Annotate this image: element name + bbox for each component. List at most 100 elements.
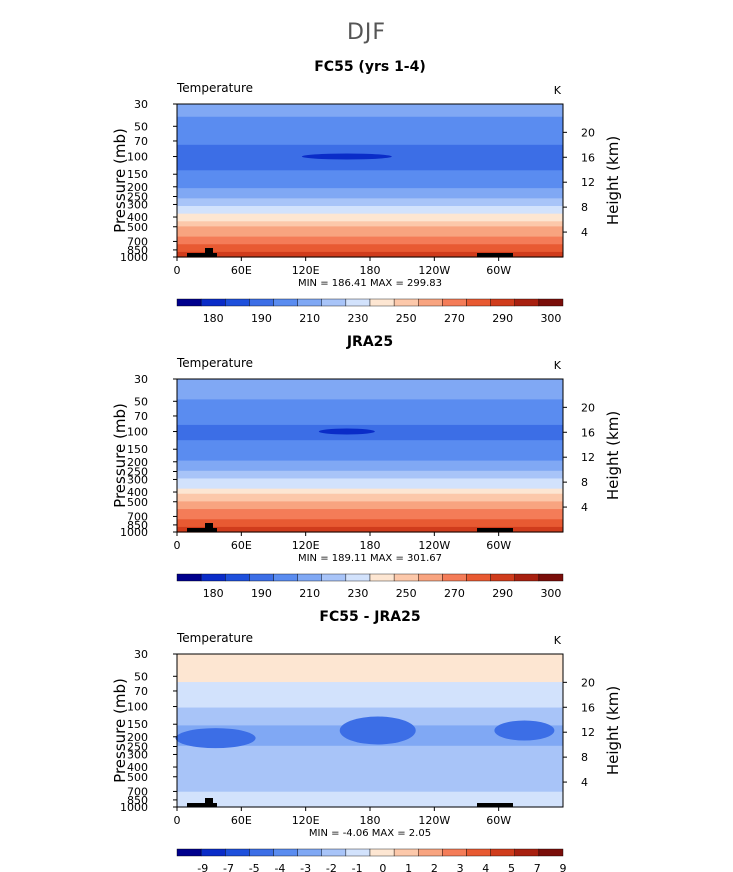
x-tick-label: 60W: [486, 264, 511, 277]
colorbar-swatch: [273, 848, 298, 857]
field-band: [177, 501, 563, 505]
y-tick-label: 30: [134, 98, 148, 111]
colorbar-label: 190: [251, 312, 272, 325]
y-tick-label: 200: [127, 181, 148, 194]
field-band: [177, 514, 563, 518]
field-band: [177, 506, 563, 510]
field-band: [177, 491, 563, 495]
field-band: [177, 496, 563, 500]
panel-title: JRA25: [346, 334, 393, 350]
field-band: [177, 396, 563, 400]
y-tick-label: 850: [127, 519, 148, 532]
colorbar-swatch: [249, 848, 274, 857]
field-band: [177, 198, 563, 202]
colorbar-label: 3: [457, 862, 464, 872]
field-band: [177, 160, 563, 164]
colorbar-swatch: [321, 848, 347, 857]
y2-axis-label: Height (km): [604, 136, 622, 225]
field-band: [177, 766, 563, 770]
y-tick-label: 150: [127, 168, 148, 181]
field-band: [177, 789, 563, 793]
field-band: [177, 761, 563, 765]
y-tick-label: 150: [127, 718, 148, 731]
field-band: [177, 249, 563, 253]
colorbar-swatch: [466, 298, 491, 307]
field-band: [177, 481, 563, 485]
field-band: [177, 519, 563, 523]
colorbar-label: -4: [274, 862, 285, 872]
colorbar-label: 230: [347, 587, 368, 600]
field-band: [177, 692, 563, 696]
field-band: [177, 218, 563, 222]
field-band: [177, 213, 563, 217]
field-band: [177, 771, 563, 775]
field-band: [177, 794, 563, 798]
colorbar-label: -5: [249, 862, 260, 872]
field-band: [177, 132, 563, 136]
field-band: [177, 422, 563, 426]
field-band: [177, 799, 563, 803]
field-band: [177, 432, 563, 436]
y-tick-label: 500: [127, 496, 148, 509]
field-band: [177, 442, 563, 446]
colorbar-swatch: [200, 848, 226, 857]
field-band: [177, 715, 563, 719]
field-band: [177, 743, 563, 747]
colorbar-swatch: [466, 573, 491, 582]
colorbar-label: -2: [326, 862, 337, 872]
y-tick-label: 100: [127, 701, 148, 714]
colorbar-swatch: [200, 298, 226, 307]
field-band: [177, 234, 563, 238]
field-band: [177, 458, 563, 462]
field-band: [177, 503, 563, 508]
x-tick-label: 120E: [292, 264, 320, 277]
field-band: [177, 195, 563, 199]
field-band: [177, 684, 563, 688]
field-band: [177, 478, 563, 482]
field-band: [177, 516, 563, 520]
field-band: [177, 244, 563, 248]
field-band: [177, 773, 563, 777]
field-band: [177, 697, 563, 701]
field-band: [177, 119, 563, 123]
colorbar-swatch: [176, 848, 202, 857]
colorbar-swatch: [273, 298, 298, 307]
field-band: [177, 104, 563, 108]
field-band: [177, 144, 563, 148]
field-band: [177, 452, 563, 457]
colorbar-swatch: [538, 298, 564, 307]
y-tick-label: 70: [134, 685, 148, 698]
colorbar-swatch: [200, 573, 226, 582]
colorbar-label: 5: [508, 862, 515, 872]
topography: [187, 528, 217, 532]
colorbar-swatch: [442, 298, 467, 307]
field-band: [177, 465, 563, 469]
x-tick-label: 120W: [418, 814, 450, 827]
colorbar-swatch: [393, 573, 419, 582]
field-band: [177, 750, 563, 755]
x-tick-label: 120E: [292, 814, 320, 827]
y-tick-label: 1000: [120, 801, 148, 814]
y2-tick-label: 16: [581, 426, 595, 439]
colorbar-swatch: [225, 573, 250, 582]
colorbar-swatch: [442, 573, 467, 582]
field-band: [177, 710, 563, 714]
field-band: [177, 791, 563, 795]
field-band: [177, 529, 563, 533]
unit-label: K: [554, 359, 562, 372]
panel-title: FC55 (yrs 1-4): [314, 59, 426, 75]
y2-axis-label: Height (km): [604, 686, 622, 775]
field-band: [177, 391, 563, 395]
field-band: [177, 384, 563, 388]
field-band: [177, 167, 563, 171]
field-band: [177, 784, 563, 788]
y-tick-label: 850: [127, 244, 148, 257]
y-tick-label: 200: [127, 456, 148, 469]
colorbar-label: 250: [396, 312, 417, 325]
field-band: [177, 758, 563, 762]
colorbar-swatch: [225, 848, 250, 857]
colorbar-swatch: [369, 848, 395, 857]
colorbar-label: 0: [379, 862, 386, 872]
y2-tick-label: 12: [581, 176, 595, 189]
